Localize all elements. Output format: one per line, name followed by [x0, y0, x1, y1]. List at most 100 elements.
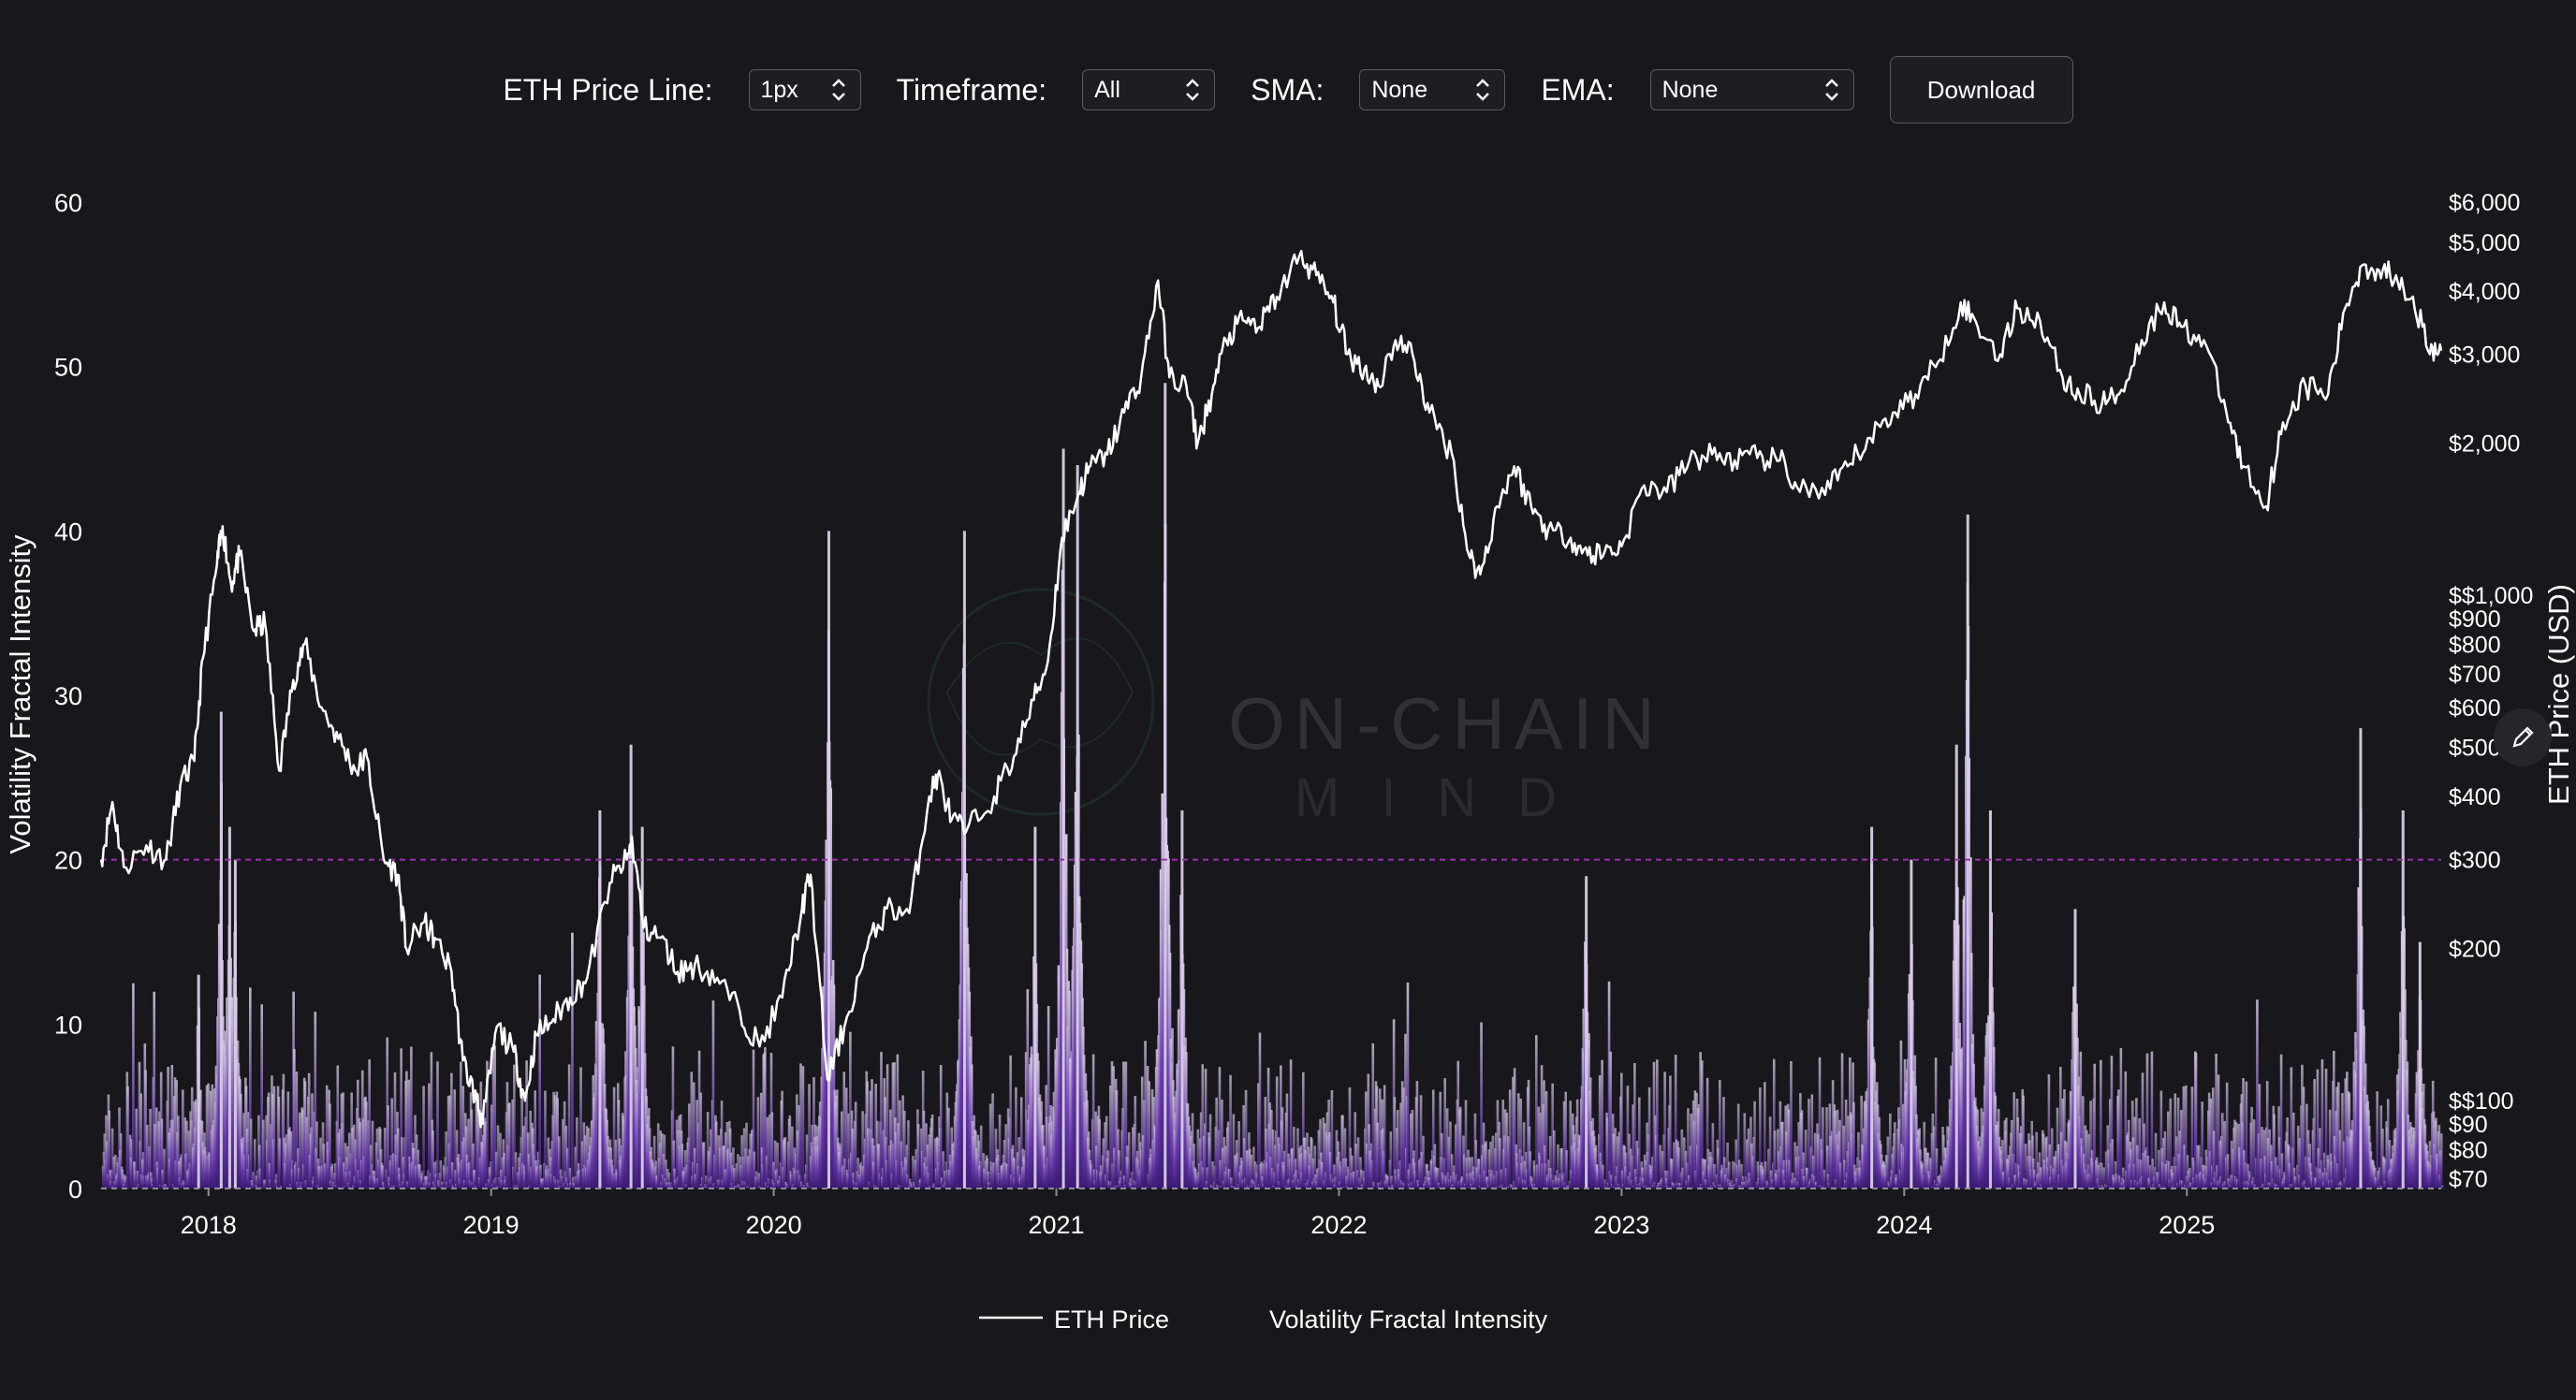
vfi-bar: [330, 1163, 334, 1189]
price-line-select[interactable]: 1px: [748, 69, 861, 110]
vfi-bar: [671, 1046, 675, 1189]
legend-eth-price[interactable]: ETH Price: [1054, 1305, 1169, 1334]
vfi-bar: [1229, 1074, 1232, 1189]
vfi-bar: [1140, 1076, 1144, 1189]
vfi-bar: [2146, 1155, 2150, 1189]
vfi-bar: [122, 1174, 124, 1189]
vfi-bar: [2330, 1161, 2334, 1189]
vfi-bar: [307, 1072, 311, 1189]
vfi-bar: [520, 1091, 523, 1189]
vfi-bar: [1519, 1099, 1523, 1189]
vfi-bar: [1226, 1121, 1230, 1189]
vfi-bar: [1931, 1113, 1935, 1189]
vfi-bar: [538, 974, 541, 1189]
eth-price-line: [99, 249, 2443, 1129]
vfi-bar: [1354, 1144, 1357, 1189]
vfi-bar: [707, 1150, 710, 1189]
vfi-bar: [288, 1127, 291, 1189]
vfi-bar: [2335, 1086, 2338, 1189]
x-tick-label: 2019: [463, 1211, 520, 1239]
vfi-bar: [1659, 1145, 1661, 1189]
vfi-bar: [249, 1118, 253, 1189]
vfi-bar: [2055, 1150, 2057, 1189]
vfi-bar: [2301, 1064, 2304, 1189]
watermark: ON-CHAIN MIND: [927, 588, 1655, 828]
vfi-bar: [1822, 1107, 1824, 1189]
vfi-bar: [505, 1082, 509, 1189]
vfi-bar: [2298, 1138, 2302, 1189]
vfi-bar: [675, 1119, 679, 1189]
vfi-bar: [1376, 1122, 1380, 1189]
right-tick-label: $$1,000: [2449, 583, 2533, 609]
timeframe-value: All: [1094, 76, 1120, 103]
vfi-bar: [1857, 1131, 1860, 1189]
vfi-bar: [945, 1092, 949, 1189]
vfi-bar: [556, 1098, 560, 1189]
vfi-bar: [1208, 1114, 1212, 1189]
vfi-bar: [275, 1174, 278, 1189]
vfi-bar: [177, 1116, 180, 1189]
vfi-bar: [1467, 1149, 1470, 1189]
vfi-bar: [400, 1048, 402, 1189]
vfi-bar: [470, 1109, 474, 1189]
vfi-bar: [351, 1127, 354, 1189]
vfi-bar: [559, 1169, 563, 1189]
vfi-bar: [1617, 1131, 1621, 1189]
vfi-bar: [584, 1135, 587, 1189]
vfi-bar: [832, 984, 836, 1189]
vfi-bar: [580, 1141, 584, 1189]
vfi-bar: [2270, 1160, 2274, 1189]
vfi-bar: [1747, 1128, 1750, 1189]
vfi-bar: [2141, 1072, 2144, 1189]
vfi-bar: [1252, 1146, 1255, 1189]
timeframe-select[interactable]: All: [1082, 69, 1216, 110]
legend-vfi[interactable]: Volatility Fractal Intensity: [1269, 1305, 1548, 1334]
vfi-bar: [329, 1103, 331, 1189]
vfi-bar: [1496, 1100, 1500, 1189]
vfi-bar: [1838, 1119, 1841, 1189]
vfi-bar: [1730, 1180, 1734, 1189]
vfi-bar: [1221, 1147, 1224, 1189]
vfi-bar: [2093, 1063, 2097, 1189]
vfi-bar: [547, 1137, 550, 1189]
brain-logo-icon: [927, 588, 1155, 816]
right-axis: $70 $80$90$$100 $200 $300 $400 $500 $600 $700 $8…: [2449, 190, 2533, 1193]
vfi-bar: [1289, 1059, 1293, 1189]
vfi-bar: [1551, 1083, 1554, 1189]
vfi-bar: [1534, 1035, 1538, 1189]
vfi-bar: [1732, 1160, 1734, 1189]
vfi-bar: [764, 1047, 767, 1189]
vfi-peak-bar: [2359, 728, 2363, 1189]
vfi-bar: [840, 1111, 843, 1189]
vfi-bar: [260, 1004, 264, 1189]
vfi-bar: [1628, 1133, 1631, 1189]
vfi-bar: [756, 1097, 760, 1189]
vfi-bar: [1530, 1177, 1533, 1189]
vfi-bar: [185, 1120, 188, 1189]
vfi-bar: [112, 1157, 116, 1189]
pencil-icon: [2512, 726, 2534, 748]
vfi-bar: [861, 1111, 864, 1189]
vfi-bar: [1196, 1129, 1200, 1189]
sma-select[interactable]: None: [1359, 69, 1506, 110]
vfi-bar: [2063, 1088, 2066, 1189]
vfi-bar: [1902, 1103, 1905, 1189]
vfi-bar: [1456, 1060, 1460, 1189]
vfi-bar: [1537, 1106, 1541, 1189]
vfi-bar: [788, 1115, 792, 1189]
download-button[interactable]: Download: [1889, 56, 2073, 124]
vfi-bar: [801, 1066, 805, 1189]
vfi-bar: [663, 1134, 666, 1189]
ema-select[interactable]: None: [1649, 69, 1854, 110]
vfi-bar: [940, 1177, 944, 1189]
vfi-bar: [315, 1121, 318, 1189]
vfi-bar: [2150, 1051, 2154, 1189]
x-tick-label: 2018: [181, 1211, 237, 1239]
vfi-bar: [1638, 1097, 1641, 1189]
vfi-peak-bar: [2418, 941, 2422, 1189]
vfi-bar: [1407, 1169, 1411, 1189]
vfi-bar: [2086, 1130, 2088, 1189]
edit-button[interactable]: [2494, 708, 2552, 766]
vfi-bar: [576, 1117, 578, 1189]
vfi-bar: [1431, 1089, 1435, 1189]
